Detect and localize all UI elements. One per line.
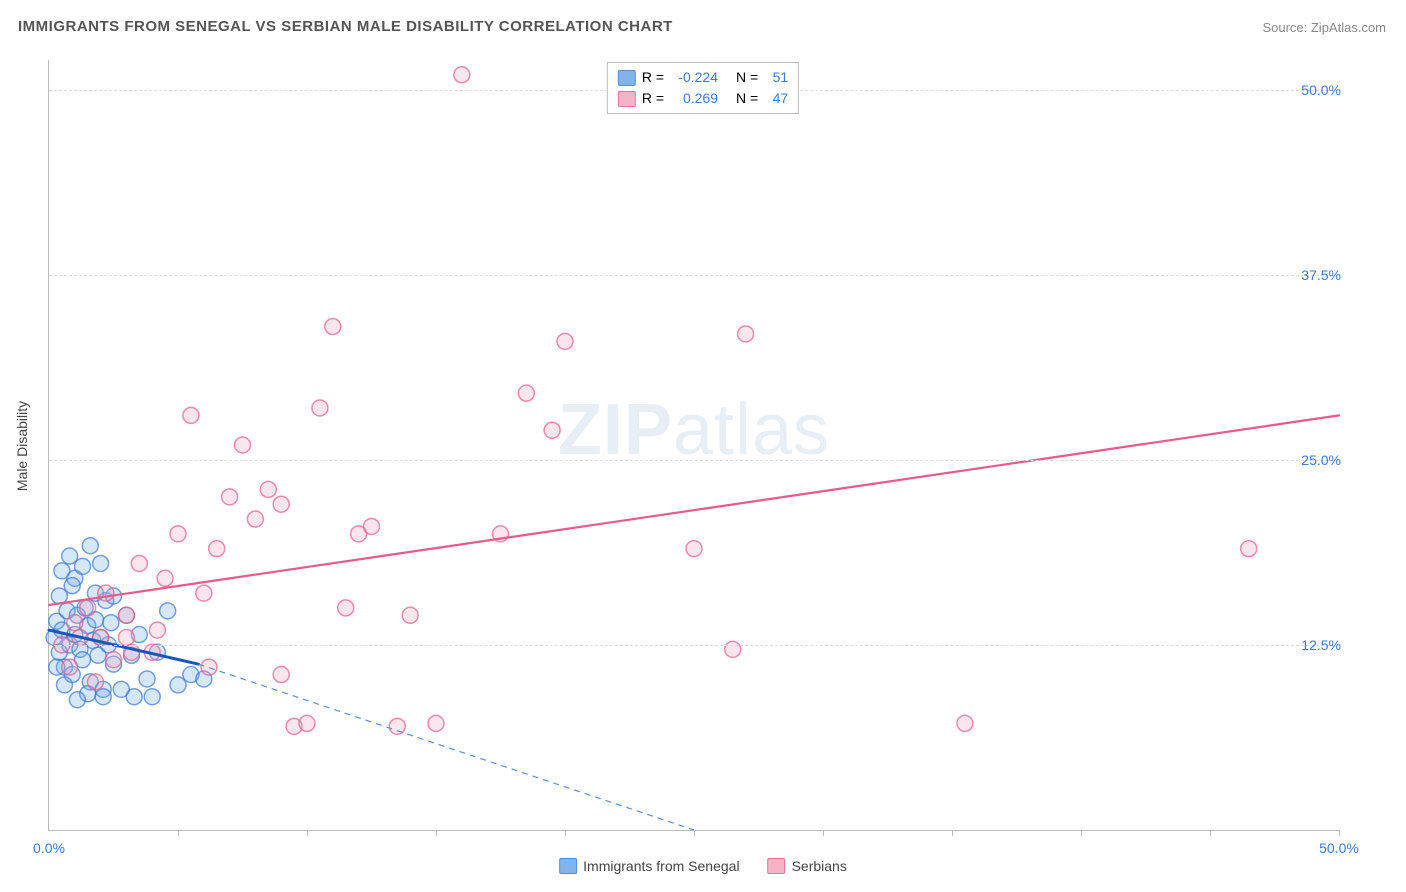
data-point-serbians — [170, 526, 186, 542]
data-point-serbians — [62, 659, 78, 675]
n-value-senegal: 51 — [764, 67, 788, 88]
legend-item-serbians: Serbians — [768, 858, 847, 874]
data-point-serbians — [273, 667, 289, 683]
swatch-serbians — [768, 858, 786, 874]
gridline — [49, 645, 1339, 646]
data-point-serbians — [87, 674, 103, 690]
data-point-serbians — [106, 652, 122, 668]
data-point-serbians — [338, 600, 354, 616]
data-point-serbians — [183, 407, 199, 423]
data-point-serbians — [201, 659, 217, 675]
data-point-senegal — [62, 548, 78, 564]
data-point-serbians — [118, 607, 134, 623]
n-value-serbians: 47 — [764, 88, 788, 109]
data-point-serbians — [247, 511, 263, 527]
y-tick-label: 25.0% — [1301, 452, 1341, 468]
gridline — [49, 460, 1339, 461]
data-point-senegal — [56, 677, 72, 693]
data-point-serbians — [454, 67, 470, 83]
data-point-serbians — [235, 437, 251, 453]
x-tick — [952, 830, 953, 836]
data-point-senegal — [103, 615, 119, 631]
data-point-serbians — [725, 641, 741, 657]
plot-svg — [49, 60, 1339, 830]
data-point-senegal — [139, 671, 155, 687]
data-point-serbians — [131, 555, 147, 571]
data-point-serbians — [299, 715, 315, 731]
data-point-senegal — [95, 689, 111, 705]
data-point-senegal — [69, 692, 85, 708]
swatch-serbians — [618, 91, 636, 107]
data-point-serbians — [518, 385, 534, 401]
y-tick-label: 50.0% — [1301, 82, 1341, 98]
data-point-serbians — [80, 600, 96, 616]
x-tick — [1210, 830, 1211, 836]
x-tick — [694, 830, 695, 836]
data-point-serbians — [67, 615, 83, 631]
plot-area: ZIPatlas 12.5%25.0%37.5%50.0%0.0%50.0% — [48, 60, 1339, 831]
data-point-senegal — [160, 603, 176, 619]
r-label: R = — [642, 88, 664, 109]
data-point-senegal — [93, 555, 109, 571]
x-tick-label: 0.0% — [33, 840, 65, 856]
r-label: R = — [642, 67, 664, 88]
data-point-serbians — [260, 481, 276, 497]
swatch-senegal — [559, 858, 577, 874]
data-point-serbians — [738, 326, 754, 342]
data-point-serbians — [402, 607, 418, 623]
n-label: N = — [736, 67, 758, 88]
data-point-serbians — [957, 715, 973, 731]
data-point-serbians — [428, 715, 444, 731]
data-point-serbians — [98, 585, 114, 601]
correlation-legend: R = -0.224 N = 51 R = 0.269 N = 47 — [607, 62, 799, 114]
r-value-senegal: -0.224 — [670, 67, 718, 88]
data-point-senegal — [82, 538, 98, 554]
data-point-senegal — [144, 689, 160, 705]
legend-row-serbians: R = 0.269 N = 47 — [618, 88, 788, 109]
x-tick — [307, 830, 308, 836]
data-point-senegal — [126, 689, 142, 705]
series-legend: Immigrants from Senegal Serbians — [559, 858, 847, 874]
data-point-serbians — [273, 496, 289, 512]
data-point-serbians — [686, 541, 702, 557]
y-axis-title: Male Disability — [14, 401, 30, 491]
x-tick — [1339, 830, 1340, 836]
data-point-serbians — [209, 541, 225, 557]
data-point-serbians — [557, 333, 573, 349]
data-point-senegal — [54, 563, 70, 579]
regression-dash-senegal — [199, 664, 694, 830]
data-point-serbians — [222, 489, 238, 505]
data-point-serbians — [149, 622, 165, 638]
legend-item-senegal: Immigrants from Senegal — [559, 858, 739, 874]
source-label: Source: ZipAtlas.com — [1262, 20, 1386, 35]
x-tick — [565, 830, 566, 836]
data-point-serbians — [544, 422, 560, 438]
legend-row-senegal: R = -0.224 N = 51 — [618, 67, 788, 88]
x-tick — [823, 830, 824, 836]
x-tick-label: 50.0% — [1319, 840, 1359, 856]
x-tick — [1081, 830, 1082, 836]
x-tick — [436, 830, 437, 836]
data-point-serbians — [364, 518, 380, 534]
data-point-serbians — [1241, 541, 1257, 557]
data-point-serbians — [325, 319, 341, 335]
swatch-senegal — [618, 70, 636, 86]
chart-title: IMMIGRANTS FROM SENEGAL VS SERBIAN MALE … — [18, 18, 673, 35]
y-tick-label: 37.5% — [1301, 267, 1341, 283]
data-point-serbians — [118, 630, 134, 646]
data-point-serbians — [196, 585, 212, 601]
chart-container: IMMIGRANTS FROM SENEGAL VS SERBIAN MALE … — [0, 0, 1406, 892]
r-value-serbians: 0.269 — [670, 88, 718, 109]
legend-label: Immigrants from Senegal — [583, 858, 739, 874]
x-tick — [178, 830, 179, 836]
n-label: N = — [736, 88, 758, 109]
data-point-serbians — [157, 570, 173, 586]
data-point-serbians — [389, 718, 405, 734]
y-tick-label: 12.5% — [1301, 637, 1341, 653]
gridline — [49, 275, 1339, 276]
data-point-senegal — [64, 578, 80, 594]
legend-label: Serbians — [792, 858, 847, 874]
data-point-serbians — [312, 400, 328, 416]
